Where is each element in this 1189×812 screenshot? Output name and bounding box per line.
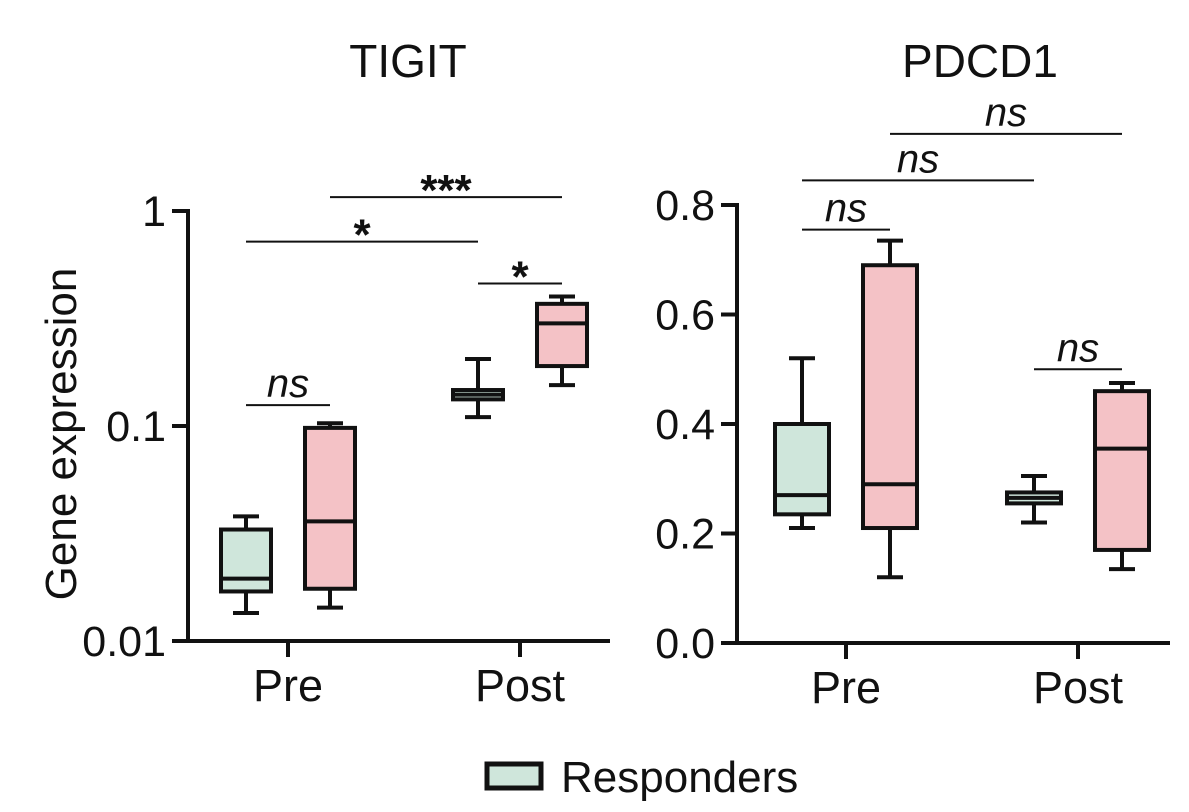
significance-star: * [246,211,478,260]
y-tick-label: 0.6 [655,292,715,340]
x-tick-label-pre: Pre [811,662,881,713]
chart-title: TIGIT [349,35,467,87]
legend-swatch [484,761,544,791]
box-responders-post [451,356,505,420]
significance-label: *** [420,166,472,215]
box-body [303,425,357,591]
chart-title: PDCD1 [902,35,1058,87]
significance-ns: ns [1034,326,1122,371]
box-body [773,422,831,517]
y-tick-label: 1 [142,188,166,236]
box-responders-pre [773,356,831,531]
y-axis-label: Gene expression [37,268,86,601]
box-responders-pre [219,514,273,615]
legend: Responders [484,753,798,802]
legend-label: Responders [561,753,798,802]
significance-star: *** [330,166,562,215]
significance-star: * [478,253,562,302]
box-body [1093,389,1151,552]
box-body [861,263,919,531]
significance-label: * [353,211,371,260]
box-responders-post [1005,474,1063,525]
box-body [219,527,273,594]
significance-label: ns [897,137,939,181]
y-tick-label: 0.2 [655,511,715,559]
significance-label: ns [1057,326,1099,370]
significance-ns: ns [890,91,1122,135]
y-tick-label: 0.8 [655,182,715,230]
y-tick-label: 0.1 [106,403,166,451]
x-tick-label-post: Post [1033,662,1124,713]
significance-ns: ns [802,187,890,231]
box-non-responders-pre [303,421,357,610]
significance-label: ns [267,362,309,406]
significance-label: ns [985,91,1027,135]
y-tick-label: 0.4 [655,401,715,449]
significance-ns: ns [246,362,330,407]
x-tick-label-pre: Pre [253,660,323,711]
box-body [535,301,589,369]
significance-label: * [511,253,529,302]
box-non-responders-post [1093,380,1151,572]
significance-ns: ns [802,137,1034,182]
significance-label: ns [825,187,867,231]
x-tick-label-post: Post [475,660,566,711]
y-tick-label: 0.0 [655,620,715,668]
box-non-responders-pre [861,238,919,580]
box-non-responders-post [535,294,589,388]
y-tick-label: 0.01 [82,618,166,666]
